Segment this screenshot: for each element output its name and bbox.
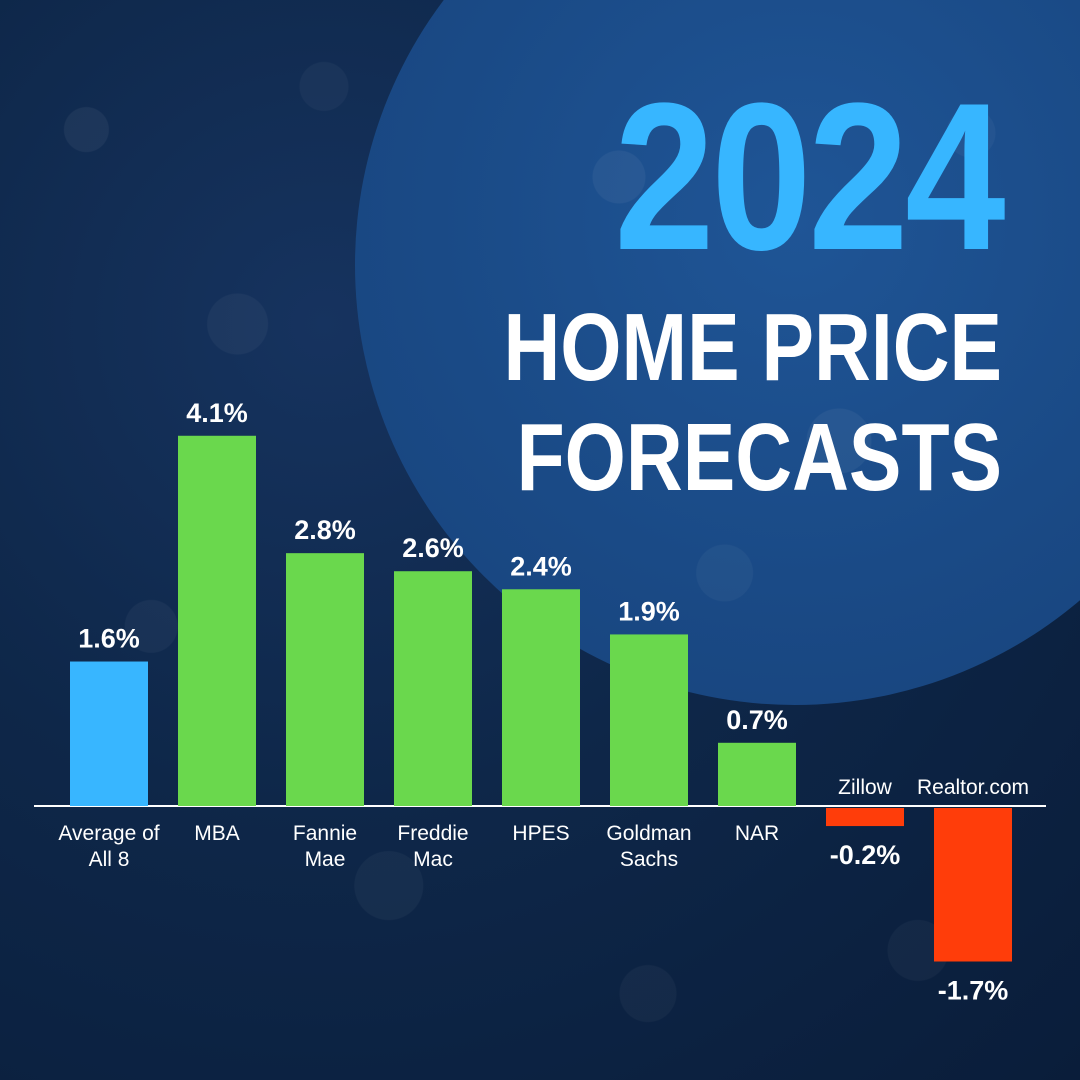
value-label-nar: 0.7% xyxy=(726,705,788,735)
category-label-hpes: HPES xyxy=(512,822,569,845)
category-label-line: Mae xyxy=(305,848,346,871)
category-label-line: Sachs xyxy=(620,848,678,871)
value-label-hpes: 2.4% xyxy=(510,551,572,581)
category-label-line: Average of xyxy=(58,822,159,845)
category-label-nar: NAR xyxy=(735,822,779,845)
bar-freddie-mac xyxy=(394,571,472,806)
bar-nar xyxy=(718,742,796,806)
bar-mba xyxy=(178,435,256,806)
title-line-2: FORECASTS xyxy=(516,404,1002,511)
value-labels-group: 1.6% 4.1% 2.8% 2.6% 2.4% 1.9% 0.7% -0.2% -1.7% xyxy=(78,398,1008,1006)
bar-zillow xyxy=(826,808,904,827)
category-label-fannie-mae: Fannie Mae xyxy=(293,822,357,871)
bar-hpes xyxy=(502,589,580,806)
category-label-line: Goldman xyxy=(606,822,691,845)
value-label-goldman-sachs: 1.9% xyxy=(618,596,680,626)
value-label-mba: 4.1% xyxy=(186,398,248,428)
bar-goldman-sachs xyxy=(610,634,688,806)
category-label-goldman-sachs: Goldman Sachs xyxy=(606,822,691,871)
category-label-realtor-com: Realtor.com xyxy=(917,776,1029,799)
bar-fannie-mae xyxy=(286,553,364,806)
category-label-line: Fannie xyxy=(293,822,357,845)
category-label-line: NAR xyxy=(735,822,779,845)
category-label-line: Freddie xyxy=(397,822,468,845)
title-line-1: HOME PRICE xyxy=(503,294,1002,401)
background-circle xyxy=(355,0,1080,705)
value-label-realtor-com: -1.7% xyxy=(938,976,1009,1006)
bar-average-of-all-8 xyxy=(70,661,148,806)
category-label-line: MBA xyxy=(194,822,240,845)
value-label-average-of-all-8: 1.6% xyxy=(78,624,140,654)
category-label-freddie-mac: Freddie Mac xyxy=(397,822,468,871)
category-labels-group: Average of All 8 MBA Fannie Mae Freddie Mac HPE… xyxy=(58,776,1029,871)
value-label-fannie-mae: 2.8% xyxy=(294,515,356,545)
title-year: 2024 xyxy=(613,59,1005,294)
category-label-mba: MBA xyxy=(194,822,240,845)
category-label-line: Realtor.com xyxy=(917,776,1029,799)
category-label-line: HPES xyxy=(512,822,569,845)
value-label-zillow: -0.2% xyxy=(830,840,901,870)
bar-realtor-com xyxy=(934,808,1012,962)
category-label-line: Zillow xyxy=(838,776,893,799)
category-label-line: Mac xyxy=(413,848,453,871)
value-label-freddie-mac: 2.6% xyxy=(402,533,464,563)
category-label-line: All 8 xyxy=(89,848,130,871)
category-label-average-of-all-8: Average of All 8 xyxy=(58,822,159,871)
bars-group xyxy=(70,435,1012,962)
category-label-zillow: Zillow xyxy=(838,776,893,799)
